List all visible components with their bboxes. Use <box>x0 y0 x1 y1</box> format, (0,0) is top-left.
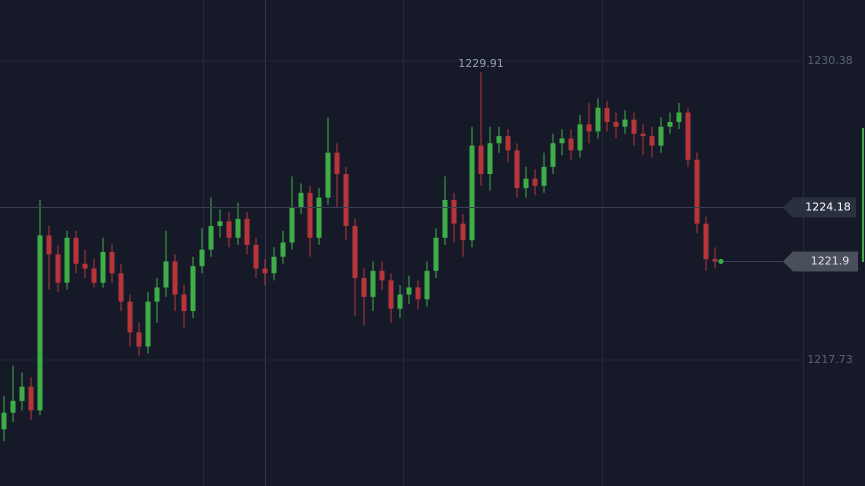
candle-body <box>451 199 457 224</box>
candle-body <box>271 256 277 274</box>
candle-body <box>640 133 646 137</box>
last-price-label: 1221.9 <box>811 254 850 267</box>
candle-body <box>550 143 556 167</box>
last-price-tag <box>783 251 858 272</box>
candle-body <box>136 332 142 347</box>
candle-body <box>370 270 376 297</box>
candle-body <box>73 237 79 264</box>
crosshair-label: 1224.18 <box>805 201 851 214</box>
candle-body <box>127 301 133 333</box>
candle-body <box>298 192 304 208</box>
candle-body <box>667 121 673 127</box>
candle-body <box>676 112 682 122</box>
candle-body <box>505 136 511 151</box>
candle-body <box>181 294 187 312</box>
candle-body <box>208 225 214 250</box>
candle-body <box>100 251 106 283</box>
candle-body <box>109 251 115 274</box>
candle-body <box>397 294 403 309</box>
candle-body <box>532 178 538 186</box>
candle-body <box>289 207 295 243</box>
candle-body <box>595 107 601 132</box>
candle-body <box>19 386 25 401</box>
candle-body <box>685 112 691 160</box>
candle-body <box>343 173 349 226</box>
candle-body <box>694 159 700 224</box>
candle-body <box>1 412 7 430</box>
candle-body <box>325 152 331 198</box>
candle-body <box>559 138 565 144</box>
candle-body <box>523 178 529 189</box>
candle-body <box>631 119 637 134</box>
candle-body <box>46 235 52 255</box>
candle-body <box>163 261 169 288</box>
candle-body <box>577 124 583 151</box>
candle-body <box>442 199 448 238</box>
candle-body <box>388 280 394 309</box>
candle-body <box>568 138 574 151</box>
last-price-dot <box>718 258 724 264</box>
candle-body <box>307 192 313 238</box>
candle-body <box>649 136 655 146</box>
candle-body <box>118 273 124 302</box>
candle-body <box>280 242 286 257</box>
candle-body <box>91 268 97 283</box>
candle-body <box>82 263 88 269</box>
candle-body <box>10 400 16 413</box>
candle-body <box>613 121 619 127</box>
candle-body <box>460 223 466 241</box>
candle-body <box>469 145 475 241</box>
y-tick-label: 1217.73 <box>807 353 853 366</box>
grid: 1230.38 1217.73 <box>0 54 853 366</box>
candle-body <box>316 197 322 238</box>
candle-body <box>703 223 709 260</box>
candle-body <box>415 287 421 300</box>
candle-body <box>478 145 484 174</box>
candle-body <box>262 268 268 274</box>
candle-body <box>352 225 358 278</box>
candle-body <box>226 221 232 238</box>
candle-body <box>379 270 385 281</box>
overlay: 1229.91 1224.18 1221.9 <box>0 57 858 272</box>
candle-body <box>424 270 430 300</box>
candle-body <box>172 261 178 295</box>
candle-body <box>217 221 223 226</box>
candle-body <box>658 126 664 146</box>
candle-body <box>712 259 718 262</box>
candle-body <box>64 237 70 283</box>
candle-body <box>496 136 502 144</box>
candle-body <box>154 287 160 302</box>
candle-body <box>37 235 43 411</box>
y-tick-label: 1230.38 <box>807 54 853 67</box>
vertical-grid <box>203 0 603 486</box>
candle-body <box>235 218 241 238</box>
candle-body <box>55 254 61 283</box>
candle-body <box>253 244 259 269</box>
candles <box>1 72 718 442</box>
candle-body <box>244 218 250 245</box>
candle-body <box>541 166 547 186</box>
candle-body <box>190 266 196 312</box>
candle-body <box>145 301 151 347</box>
max-label: 1229.91 <box>458 57 504 70</box>
candle-body <box>406 287 412 295</box>
candle-body <box>586 124 592 132</box>
crosshair-tag <box>783 197 856 218</box>
candle-body <box>28 386 34 411</box>
candle-body <box>487 143 493 174</box>
candle-body <box>433 237 439 271</box>
candle-body <box>622 119 628 127</box>
candle-body <box>334 152 340 174</box>
candle-body <box>604 107 610 122</box>
candle-body <box>514 150 520 189</box>
candle-body <box>199 249 205 267</box>
candle-body <box>361 277 367 297</box>
